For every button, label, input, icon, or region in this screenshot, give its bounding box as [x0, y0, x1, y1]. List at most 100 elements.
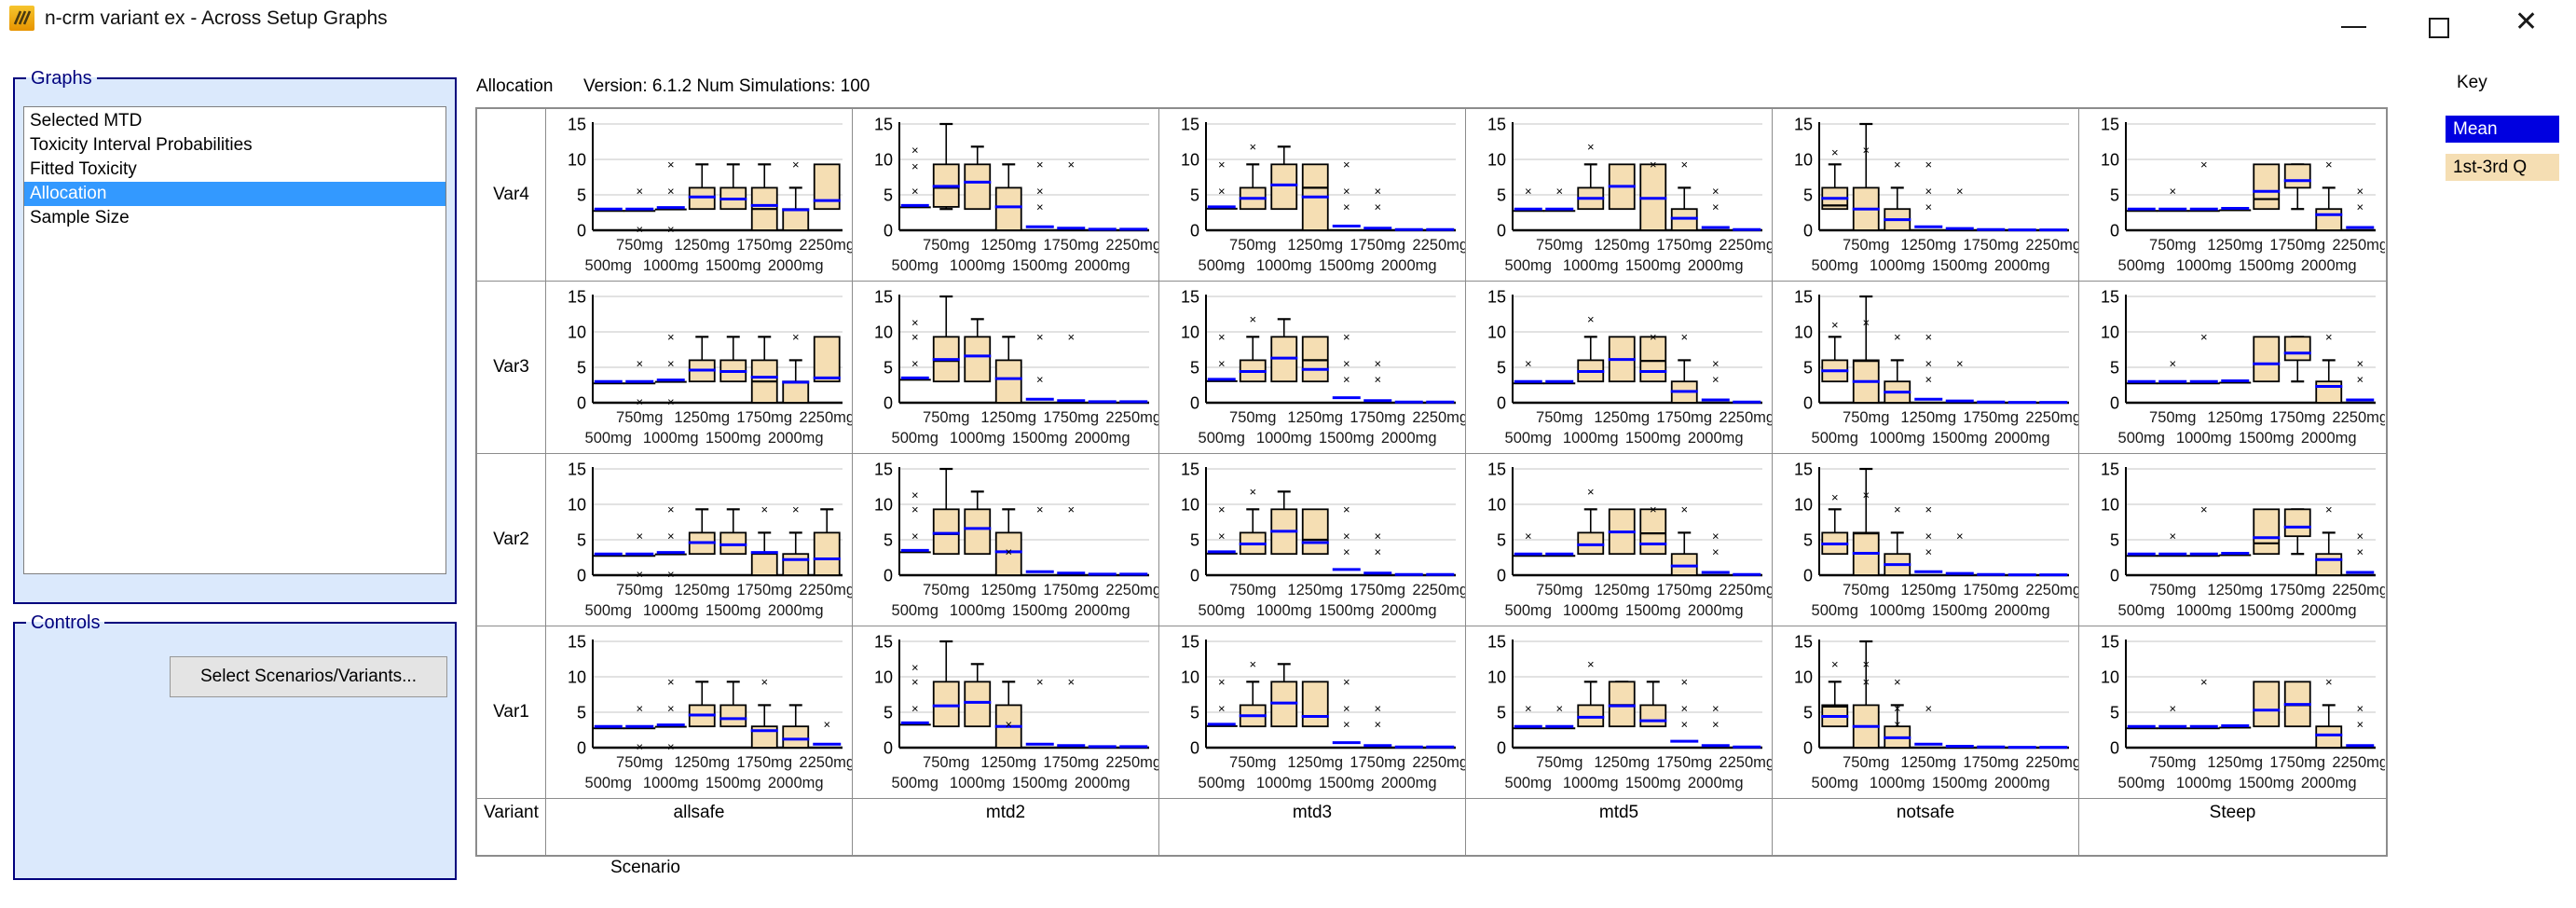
svg-text:2000mg: 2000mg	[1381, 257, 1437, 274]
graphs-list-item-selected-mtd[interactable]: Selected MTD	[30, 111, 143, 131]
controls-groupbox-label: Controls	[31, 612, 101, 633]
select-scenarios-variants-button[interactable]: Select Scenarios/Variants...	[170, 656, 447, 697]
svg-text:1500mg: 1500mg	[1012, 602, 1068, 619]
svg-text:2000mg: 2000mg	[1075, 257, 1130, 274]
svg-text:15: 15	[1487, 116, 1506, 134]
svg-text:15: 15	[1794, 116, 1813, 134]
maximize-button[interactable]	[2414, 0, 2466, 41]
svg-text:1000mg: 1000mg	[643, 430, 699, 447]
svg-text:×: ×	[1894, 675, 1901, 689]
svg-text:×: ×	[667, 395, 675, 409]
graphs-list-item-allocation[interactable]: Allocation	[24, 182, 445, 206]
svg-text:1250mg: 1250mg	[1594, 582, 1650, 598]
svg-text:5: 5	[1803, 531, 1813, 550]
svg-text:×: ×	[1894, 502, 1901, 516]
minimize-button[interactable]	[2326, 0, 2378, 41]
svg-text:750mg: 750mg	[923, 754, 969, 771]
svg-text:×: ×	[1343, 675, 1350, 689]
svg-text:×: ×	[1067, 330, 1075, 344]
svg-text:2250mg: 2250mg	[1719, 754, 1772, 771]
svg-text:750mg: 750mg	[1536, 237, 1583, 254]
svg-text:0: 0	[2110, 222, 2119, 241]
svg-text:×: ×	[1067, 502, 1075, 516]
svg-text:1500mg: 1500mg	[2239, 257, 2295, 274]
svg-text:1250mg: 1250mg	[1287, 582, 1343, 598]
svg-text:1000mg: 1000mg	[1256, 775, 1312, 791]
close-icon: ✕	[2514, 7, 2539, 37]
svg-text:0: 0	[2110, 394, 2119, 413]
graphs-list-item-toxicity-interval-probabilities[interactable]: Toxicity Interval Probabilities	[30, 135, 253, 155]
version-info: Version: 6.1.2 Num Simulations: 100	[583, 76, 870, 96]
svg-text:5: 5	[884, 704, 893, 722]
svg-text:×: ×	[2200, 158, 2208, 172]
svg-text:×: ×	[2325, 158, 2333, 172]
svg-text:×: ×	[2325, 330, 2333, 344]
svg-text:×: ×	[1712, 357, 1720, 371]
svg-text:10: 10	[1794, 496, 1813, 515]
svg-text:500mg: 500mg	[1505, 775, 1552, 791]
svg-text:1750mg: 1750mg	[1656, 754, 1712, 771]
graphs-list-item-sample-size[interactable]: Sample Size	[30, 208, 130, 227]
svg-text:5: 5	[1803, 359, 1813, 378]
svg-text:750mg: 750mg	[1843, 582, 1889, 598]
svg-text:×: ×	[636, 357, 643, 371]
variant-axis-label: Variant	[477, 799, 546, 855]
svg-text:×: ×	[1680, 502, 1688, 516]
svg-text:1750mg: 1750mg	[1043, 582, 1099, 598]
svg-text:2000mg: 2000mg	[1688, 430, 1744, 447]
svg-text:×: ×	[1925, 544, 1932, 558]
svg-text:1250mg: 1250mg	[2207, 754, 2263, 771]
graphs-list-item-fitted-toxicity[interactable]: Fitted Toxicity	[30, 159, 137, 179]
svg-text:5: 5	[1190, 704, 1199, 722]
svg-text:×: ×	[911, 530, 919, 543]
svg-text:2000mg: 2000mg	[1688, 257, 1744, 274]
subplot-mtd3-var3: 0 5 10 15 750mg 1250mg 1750mg 2250mg 500mg 1000mg…	[1159, 282, 1466, 454]
scenario-column-label-steep: Steep	[2209, 803, 2256, 822]
svg-text:5: 5	[1190, 531, 1199, 550]
svg-text:15: 15	[1487, 288, 1506, 307]
svg-text:0: 0	[884, 739, 893, 758]
svg-text:10: 10	[568, 496, 586, 515]
svg-text:750mg: 750mg	[2149, 754, 2196, 771]
scenario-column-label-notsafe: notsafe	[1773, 799, 2079, 855]
svg-text:2250mg: 2250mg	[2332, 409, 2385, 426]
svg-text:500mg: 500mg	[1812, 602, 1858, 619]
svg-text:10: 10	[1487, 323, 1506, 342]
svg-text:500mg: 500mg	[2118, 602, 2165, 619]
svg-text:15: 15	[1794, 633, 1813, 652]
svg-text:×: ×	[1374, 185, 1381, 199]
svg-text:×: ×	[1374, 199, 1381, 213]
svg-text:2250mg: 2250mg	[2332, 237, 2385, 254]
scenario-column-label-mtd2: mtd2	[853, 799, 1159, 855]
svg-text:1250mg: 1250mg	[674, 237, 730, 254]
svg-text:750mg: 750mg	[1229, 754, 1276, 771]
graphs-listbox[interactable]: Selected MTD Toxicity Interval Probabilit…	[23, 106, 446, 574]
svg-text:1500mg: 1500mg	[706, 430, 761, 447]
svg-text:10: 10	[1487, 496, 1506, 515]
svg-text:750mg: 750mg	[2149, 237, 2196, 254]
svg-text:×: ×	[667, 185, 675, 199]
close-button[interactable]: ✕	[2501, 0, 2554, 41]
svg-text:1750mg: 1750mg	[2269, 237, 2325, 254]
svg-text:×: ×	[792, 330, 800, 344]
svg-text:1750mg: 1750mg	[1350, 409, 1405, 426]
svg-text:1000mg: 1000mg	[643, 602, 699, 619]
svg-text:0: 0	[1190, 567, 1199, 585]
svg-text:2000mg: 2000mg	[768, 257, 824, 274]
svg-text:×: ×	[1680, 702, 1688, 716]
svg-text:1000mg: 1000mg	[950, 602, 1006, 619]
svg-text:1500mg: 1500mg	[1319, 430, 1375, 447]
svg-text:1000mg: 1000mg	[643, 775, 699, 791]
subplot-mtd3-var1: 0 5 10 15 750mg 1250mg 1750mg 2250mg 500mg 1000mg…	[1159, 626, 1466, 799]
svg-text:1000mg: 1000mg	[1563, 257, 1619, 274]
svg-text:1000mg: 1000mg	[2176, 602, 2232, 619]
svg-text:5: 5	[1190, 186, 1199, 205]
svg-text:×: ×	[1956, 357, 1964, 371]
allocation-graph-grid: Var4 0 5 10 15 750mg 1250mg 1750mg 2250mg 500mg 10…	[475, 107, 2388, 857]
key-mean-swatch: Mean	[2446, 116, 2559, 143]
svg-text:750mg: 750mg	[1536, 582, 1583, 598]
svg-text:2250mg: 2250mg	[2025, 237, 2078, 254]
svg-text:1250mg: 1250mg	[980, 754, 1036, 771]
svg-text:10: 10	[1181, 668, 1199, 687]
maximize-icon	[2429, 18, 2449, 38]
